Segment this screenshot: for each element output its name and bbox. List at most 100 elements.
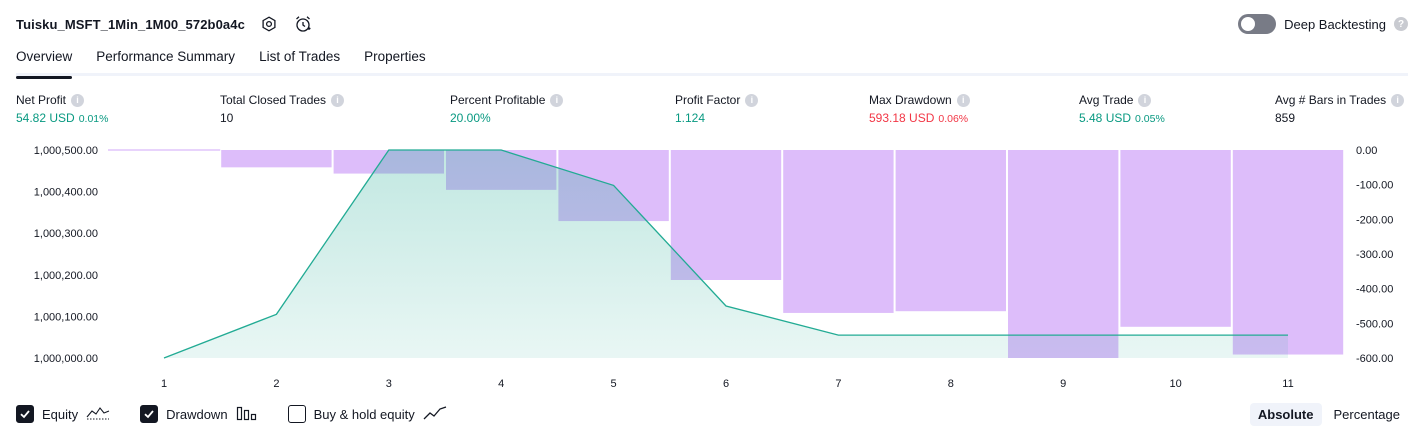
drawdown-bar <box>221 150 332 168</box>
metric-value: 20.00% <box>450 111 491 125</box>
drawdown-bar <box>1008 150 1119 358</box>
drawdown-bars-icon <box>236 405 258 424</box>
info-icon[interactable]: i <box>745 93 759 107</box>
drawdown-bar <box>1232 150 1344 355</box>
tab-list-of-trades[interactable]: List of Trades <box>259 49 341 64</box>
right-axis-tick: -100.00 <box>1356 180 1393 192</box>
x-axis-tick: 11 <box>1282 378 1293 390</box>
deep-backtesting: Deep Backtesting ? <box>1238 12 1408 36</box>
x-axis-tick: 6 <box>723 378 729 390</box>
info-icon[interactable]: i <box>1138 93 1152 107</box>
metric-title: Avg # Bars in Trades <box>1275 93 1387 107</box>
equity-area <box>163 149 1288 359</box>
x-axis-tick: 9 <box>1060 378 1066 390</box>
metric-value: 5.48 USD <box>1079 111 1132 125</box>
drawdown-checkbox[interactable] <box>140 405 159 423</box>
metric-value: 593.18 USD <box>869 111 935 125</box>
x-axis-tick: 5 <box>611 378 617 390</box>
metric-title: Avg Trade <box>1079 93 1134 107</box>
legend-label: Equity <box>42 406 79 422</box>
x-axis-tick: 2 <box>273 378 279 390</box>
metric-value: 859 <box>1275 111 1296 125</box>
deep-backtesting-toggle[interactable] <box>1238 14 1277 34</box>
right-axis-tick: -500.00 <box>1356 318 1393 330</box>
x-axis-tick: 7 <box>835 378 841 390</box>
metric-max-drawdown: Max Drawdown i 593.18 USD 0.06% <box>869 93 970 125</box>
metric-percent: 0.05% <box>1135 113 1165 125</box>
toggle-knob <box>1241 17 1256 31</box>
metric-avg-bars-in-trades: Avg # Bars in Trades i 859 <box>1275 93 1405 125</box>
legend-label: Buy & hold equity <box>313 406 415 422</box>
help-icon[interactable]: ? <box>1394 17 1408 31</box>
display-mode-switch: Absolute Percentage <box>1249 402 1408 426</box>
info-icon[interactable]: i <box>331 93 345 107</box>
left-axis: 1,000,500.00 1,000,400.00 1,000,300.00 1,00… <box>34 145 98 365</box>
drawdown-bar <box>1120 150 1231 327</box>
tab-overview[interactable]: Overview <box>16 44 73 79</box>
info-icon[interactable]: i <box>1391 93 1405 107</box>
metric-net-profit: Net Profit i 54.82 USD 0.01% <box>16 93 108 125</box>
info-icon[interactable]: i <box>550 93 564 107</box>
metric-total-closed-trades: Total Closed Trades i 10 <box>220 93 345 125</box>
drawdown-bar <box>670 150 782 280</box>
equity-line <box>163 149 1288 359</box>
metric-value: 1.124 <box>675 111 706 125</box>
equity-drawdown-chart: 1,000,500.00 1,000,400.00 1,000,300.00 1,00… <box>34 145 1394 390</box>
metric-value: 54.82 USD <box>16 111 75 125</box>
metric-percent: 0.06% <box>938 113 969 125</box>
alarm-clock-icon[interactable] <box>293 14 313 34</box>
metric-percent-profitable: Percent Profitable i 20.00% <box>450 93 564 125</box>
right-axis-tick: 0.00 <box>1356 145 1377 157</box>
left-axis-tick: 1,000,200.00 <box>34 270 98 282</box>
equity-line-icon <box>86 405 110 424</box>
metric-percent: 0.01% <box>78 113 109 125</box>
metrics-row: Net Profit i 54.82 USD 0.01% Total Closed … <box>16 93 1408 133</box>
left-axis-tick: 1,000,300.00 <box>34 228 98 240</box>
legend-drawdown[interactable]: Drawdown <box>140 405 257 424</box>
legend-label: Drawdown <box>166 406 228 422</box>
buy-hold-line-icon <box>423 405 447 424</box>
metric-title: Max Drawdown <box>869 93 952 107</box>
legend-equity[interactable]: Equity <box>16 405 110 424</box>
metric-title: Net Profit <box>16 93 67 107</box>
right-axis-tick: -300.00 <box>1356 249 1393 261</box>
metric-avg-trade: Avg Trade i 5.48 USD 0.05% <box>1079 93 1165 125</box>
x-axis-tick: 4 <box>498 378 504 390</box>
metric-title: Percent Profitable <box>450 93 546 107</box>
left-axis-tick: 1,000,500.00 <box>34 145 98 157</box>
buy-hold-checkbox[interactable] <box>287 405 306 423</box>
left-axis-tick: 1,000,100.00 <box>34 311 98 323</box>
strategy-name: Tuisku_MSFT_1Min_1M00_572b0a4c <box>16 16 245 32</box>
metric-title: Total Closed Trades <box>220 93 327 107</box>
tab-properties[interactable]: Properties <box>364 49 426 64</box>
metric-profit-factor: Profit Factor i 1.124 <box>675 93 759 125</box>
x-axis-tick: 10 <box>1169 378 1181 390</box>
x-axis-tick: 1 <box>161 378 167 390</box>
deep-backtesting-label: Deep Backtesting <box>1284 16 1386 32</box>
report-tabs: Overview Performance Summary List of Tra… <box>16 44 1408 79</box>
legend-buy-hold-equity[interactable]: Buy & hold equity <box>287 405 447 424</box>
absolute-button[interactable]: Absolute <box>1249 402 1322 426</box>
x-axis-tick: 8 <box>948 378 954 390</box>
left-axis-tick: 1,000,400.00 <box>34 187 98 199</box>
right-axis-tick: -200.00 <box>1356 214 1393 226</box>
drawdown-bars <box>108 149 1344 358</box>
info-icon[interactable]: i <box>956 93 970 107</box>
drawdown-bar <box>783 150 894 313</box>
equity-checkbox[interactable] <box>16 405 34 423</box>
strategy-header: Tuisku_MSFT_1Min_1M00_572b0a4c <box>16 12 313 36</box>
right-axis: 0.00 -100.00 -200.00 -300.00 -400.00 -500.00 -… <box>1356 145 1393 365</box>
percentage-button[interactable]: Percentage <box>1333 406 1401 422</box>
right-axis-tick: -600.00 <box>1356 353 1393 365</box>
right-axis-tick: -400.00 <box>1356 284 1393 296</box>
drawdown-bar <box>895 150 1006 312</box>
metric-title: Profit Factor <box>675 93 741 107</box>
x-axis-tick: 3 <box>386 378 392 390</box>
metric-value: 10 <box>220 111 234 125</box>
info-icon[interactable]: i <box>71 93 85 107</box>
settings-icon[interactable] <box>259 14 279 34</box>
equity-area-fill <box>164 150 1288 358</box>
tab-performance-summary[interactable]: Performance Summary <box>96 49 236 64</box>
x-axis: 1 2 3 4 5 6 7 8 9 10 11 <box>161 378 1294 390</box>
left-axis-tick: 1,000,000.00 <box>34 353 98 365</box>
